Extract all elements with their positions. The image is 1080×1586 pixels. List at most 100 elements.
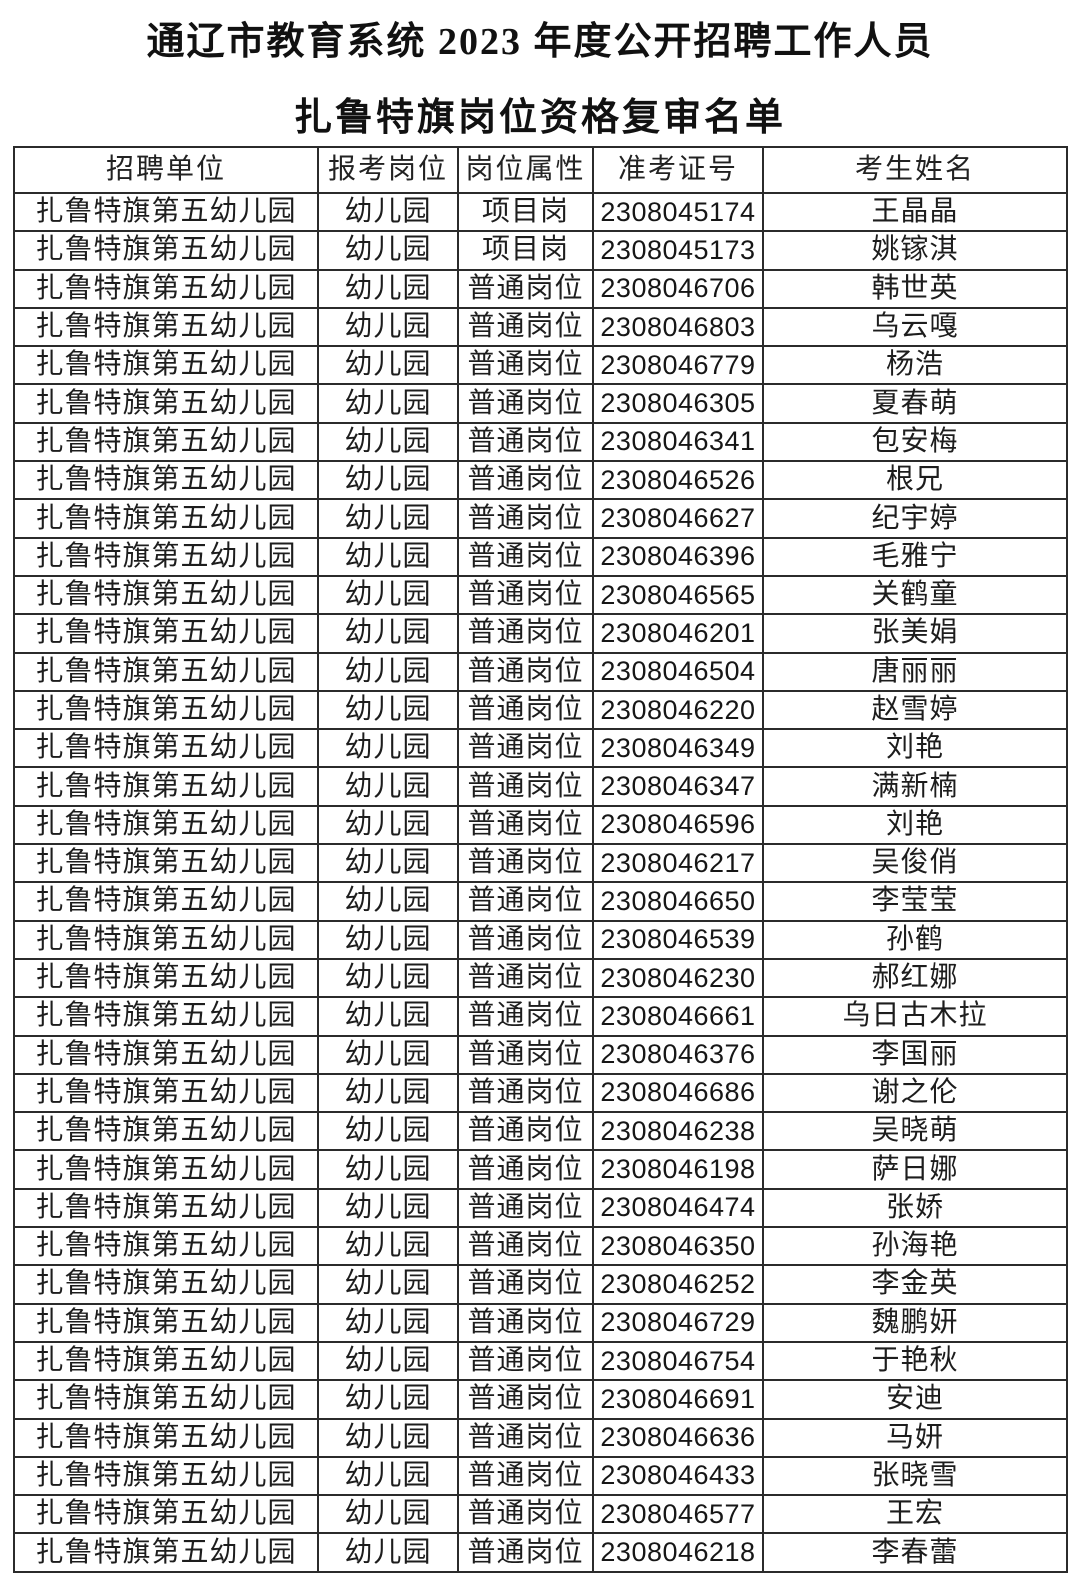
table-cell: 2308046754 <box>592 1340 764 1382</box>
table-row: 扎鲁特旗第五幼儿园 幼儿园 普通岗位 2308046596 刘艳 <box>13 804 1068 846</box>
table-row: 扎鲁特旗第五幼儿园 幼儿园 普通岗位 2308046341 包安梅 <box>13 421 1068 463</box>
table-cell: 幼儿园 <box>317 996 459 1037</box>
table-cell: 幼儿园 <box>317 1532 459 1573</box>
table-cell: 李金英 <box>762 1264 1068 1305</box>
table-cell: 2308046217 <box>592 843 764 884</box>
table-cell: 萨日娜 <box>762 1149 1068 1190</box>
table-cell: 扎鲁特旗第五幼儿园 <box>13 536 319 577</box>
table-row: 扎鲁特旗第五幼儿园 幼儿园 普通岗位 2308046661 乌日古木拉 <box>13 996 1068 1037</box>
header-cell: 准考证号 <box>592 146 764 194</box>
table-cell: 扎鲁特旗第五幼儿园 <box>13 574 319 616</box>
table-cell: 幼儿园 <box>317 1455 459 1497</box>
table-cell: 2308046596 <box>592 804 764 846</box>
table-cell: 普通岗位 <box>457 766 594 807</box>
table-cell: 扎鲁特旗第五幼儿园 <box>13 766 319 807</box>
table-row: 扎鲁特旗第五幼儿园 幼儿园 普通岗位 2308046433 张晓雪 <box>13 1455 1068 1497</box>
table-cell: 谢之伦 <box>762 1072 1068 1114</box>
table-cell: 夏春萌 <box>762 383 1068 424</box>
table-row: 扎鲁特旗第五幼儿园 幼儿园 普通岗位 2308046706 韩世英 <box>13 268 1068 309</box>
table-row: 扎鲁特旗第五幼儿园 幼儿园 普通岗位 2308046686 谢之伦 <box>13 1072 1068 1114</box>
table-cell: 扎鲁特旗第五幼儿园 <box>13 651 319 692</box>
table-cell: 张美娟 <box>762 613 1068 654</box>
table-cell: 姚镓淇 <box>762 230 1068 271</box>
table-row: 扎鲁特旗第五幼儿园 幼儿园 普通岗位 2308046565 关鹤童 <box>13 574 1068 616</box>
table-cell: 2308046577 <box>592 1494 764 1535</box>
table-cell: 扎鲁特旗第五幼儿园 <box>13 996 319 1037</box>
table-cell: 包安梅 <box>762 421 1068 463</box>
table-cell: 关鹤童 <box>762 574 1068 616</box>
table-row: 扎鲁特旗第五幼儿园 幼儿园 普通岗位 2308046350 孙海艳 <box>13 1226 1068 1267</box>
table-row: 扎鲁特旗第五幼儿园 幼儿园 项目岗 2308045174 王晶晶 <box>13 191 1068 233</box>
table-cell: 张娇 <box>762 1187 1068 1229</box>
table-cell: 幼儿园 <box>317 1149 459 1190</box>
table-cell: 幼儿园 <box>317 345 459 386</box>
table-row: 扎鲁特旗第五幼儿园 幼儿园 普通岗位 2308046347 满新楠 <box>13 766 1068 807</box>
table-cell: 2308046396 <box>592 536 764 577</box>
table-cell: 扎鲁特旗第五幼儿园 <box>13 268 319 309</box>
table-cell: 幼儿园 <box>317 1302 459 1343</box>
table-cell: 2308046661 <box>592 996 764 1037</box>
table-cell: 扎鲁特旗第五幼儿园 <box>13 383 319 424</box>
table-cell: 普通岗位 <box>457 996 594 1037</box>
header-cell: 考生姓名 <box>762 146 1068 194</box>
table-cell: 2308046433 <box>592 1455 764 1497</box>
table-cell: 纪宇婷 <box>762 498 1068 539</box>
table-cell: 幼儿园 <box>317 919 459 960</box>
table-cell: 2308046650 <box>592 881 764 922</box>
table-cell: 幼儿园 <box>317 460 459 501</box>
table-row: 扎鲁特旗第五幼儿园 幼儿园 普通岗位 2308046376 李国丽 <box>13 1034 1068 1075</box>
table-cell: 幼儿园 <box>317 1494 459 1535</box>
table-cell: 普通岗位 <box>457 728 594 769</box>
table-cell: 扎鲁特旗第五幼儿园 <box>13 1149 319 1190</box>
table-cell: 扎鲁特旗第五幼儿园 <box>13 1340 319 1382</box>
table-row: 扎鲁特旗第五幼儿园 幼儿园 普通岗位 2308046238 吴晓萌 <box>13 1111 1068 1152</box>
table-cell: 幼儿园 <box>317 574 459 616</box>
table-cell: 扎鲁特旗第五幼儿园 <box>13 345 319 386</box>
table-cell: 普通岗位 <box>457 919 594 960</box>
table-cell: 普通岗位 <box>457 1379 594 1420</box>
table-cell: 安迪 <box>762 1379 1068 1420</box>
table-cell: 2308046686 <box>592 1072 764 1114</box>
table-cell: 幼儿园 <box>317 957 459 999</box>
table-cell: 吴晓萌 <box>762 1111 1068 1152</box>
table-cell: 扎鲁特旗第五幼儿园 <box>13 1494 319 1535</box>
table-cell: 2308045174 <box>592 191 764 233</box>
table-cell: 2308046347 <box>592 766 764 807</box>
table-cell: 幼儿园 <box>317 651 459 692</box>
page-title: 通辽市教育系统 2023 年度公开招聘工作人员 <box>146 21 934 63</box>
table-row: 扎鲁特旗第五幼儿园 幼儿园 普通岗位 2308046779 杨浩 <box>13 345 1068 386</box>
table-cell: 2308046198 <box>592 1149 764 1190</box>
table-row: 扎鲁特旗第五幼儿园 幼儿园 普通岗位 2308046201 张美娟 <box>13 613 1068 654</box>
table-cell: 赵雪婷 <box>762 689 1068 731</box>
table-cell: 刘艳 <box>762 728 1068 769</box>
table-cell: 2308046201 <box>592 613 764 654</box>
table-cell: 幼儿园 <box>317 306 459 348</box>
table-row: 扎鲁特旗第五幼儿园 幼儿园 普通岗位 2308046636 马妍 <box>13 1417 1068 1458</box>
table-cell: 幼儿园 <box>317 191 459 233</box>
table-cell: 2308046252 <box>592 1264 764 1305</box>
table-cell: 扎鲁特旗第五幼儿园 <box>13 804 319 846</box>
table-cell: 乌云嘎 <box>762 306 1068 348</box>
table-cell: 扎鲁特旗第五幼儿园 <box>13 1226 319 1267</box>
table-cell: 普通岗位 <box>457 536 594 577</box>
table-cell: 杨浩 <box>762 345 1068 386</box>
table-cell: 普通岗位 <box>457 1302 594 1343</box>
table-cell: 孙鹤 <box>762 919 1068 960</box>
table-cell: 扎鲁特旗第五幼儿园 <box>13 1455 319 1497</box>
table-cell: 魏鹏妍 <box>762 1302 1068 1343</box>
table-row: 扎鲁特旗第五幼儿园 幼儿园 普通岗位 2308046230 郝红娜 <box>13 957 1068 999</box>
table-cell: 普通岗位 <box>457 1034 594 1075</box>
table-cell: 幼儿园 <box>317 268 459 309</box>
header-cell: 招聘单位 <box>13 146 319 194</box>
table-cell: 2308046526 <box>592 460 764 501</box>
table-cell: 2308046565 <box>592 574 764 616</box>
table-cell: 项目岗 <box>457 191 594 233</box>
table-cell: 普通岗位 <box>457 1340 594 1382</box>
table-cell: 幼儿园 <box>317 1264 459 1305</box>
table-cell: 郝红娜 <box>762 957 1068 999</box>
table-row: 扎鲁特旗第五幼儿园 幼儿园 普通岗位 2308046526 根兄 <box>13 460 1068 501</box>
table-row: 扎鲁特旗第五幼儿园 幼儿园 普通岗位 2308046305 夏春萌 <box>13 383 1068 424</box>
table-cell: 普通岗位 <box>457 689 594 731</box>
table-cell: 幼儿园 <box>317 421 459 463</box>
table-row: 扎鲁特旗第五幼儿园 幼儿园 普通岗位 2308046218 李春蕾 <box>13 1532 1068 1573</box>
